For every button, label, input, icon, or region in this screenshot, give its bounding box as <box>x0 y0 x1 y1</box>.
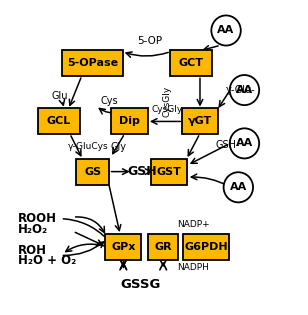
Text: AA: AA <box>236 138 253 148</box>
Text: AA: AA <box>236 85 253 95</box>
Text: ROOH: ROOH <box>18 212 57 225</box>
Text: Cys: Cys <box>101 96 118 106</box>
Circle shape <box>211 15 241 46</box>
FancyBboxPatch shape <box>76 158 109 185</box>
Text: 5-OP: 5-OP <box>137 36 162 46</box>
FancyBboxPatch shape <box>38 108 80 135</box>
FancyBboxPatch shape <box>184 234 229 260</box>
Text: GST: GST <box>157 167 182 177</box>
Text: γ-Glu-: γ-Glu- <box>226 85 256 95</box>
Text: CysGly: CysGly <box>163 85 172 117</box>
Text: H₂O₂: H₂O₂ <box>18 222 48 236</box>
FancyBboxPatch shape <box>111 108 148 135</box>
Text: ROH: ROH <box>18 243 47 256</box>
Text: NADP+: NADP+ <box>177 220 210 229</box>
FancyBboxPatch shape <box>170 50 212 77</box>
Text: 5-OPase: 5-OPase <box>67 58 118 68</box>
Text: GCL: GCL <box>47 117 71 126</box>
Text: CysGly: CysGly <box>152 105 183 114</box>
Text: Dip: Dip <box>119 117 140 126</box>
FancyBboxPatch shape <box>182 108 218 135</box>
Text: GS: GS <box>84 167 101 177</box>
Text: GSH: GSH <box>128 165 157 178</box>
Text: NADPH: NADPH <box>177 263 209 272</box>
FancyBboxPatch shape <box>148 234 178 260</box>
Circle shape <box>230 128 259 158</box>
FancyBboxPatch shape <box>105 234 141 260</box>
Text: AA: AA <box>230 182 247 192</box>
Text: GPx: GPx <box>111 242 136 252</box>
FancyBboxPatch shape <box>62 50 123 77</box>
Circle shape <box>224 172 253 202</box>
Text: AA: AA <box>217 26 235 36</box>
Circle shape <box>230 75 259 105</box>
Text: GSSG: GSSG <box>120 278 160 291</box>
FancyBboxPatch shape <box>151 158 188 185</box>
Text: γGT: γGT <box>188 117 212 126</box>
Text: GCT: GCT <box>178 58 203 68</box>
Text: Gly: Gly <box>111 141 127 152</box>
Text: G6PDH: G6PDH <box>184 242 228 252</box>
Text: H₂O + O₂: H₂O + O₂ <box>18 254 76 267</box>
Text: GR: GR <box>154 242 172 252</box>
Text: γ-GluCys: γ-GluCys <box>67 142 108 151</box>
Text: GSH-: GSH- <box>215 140 240 150</box>
Text: Glu: Glu <box>51 91 68 101</box>
